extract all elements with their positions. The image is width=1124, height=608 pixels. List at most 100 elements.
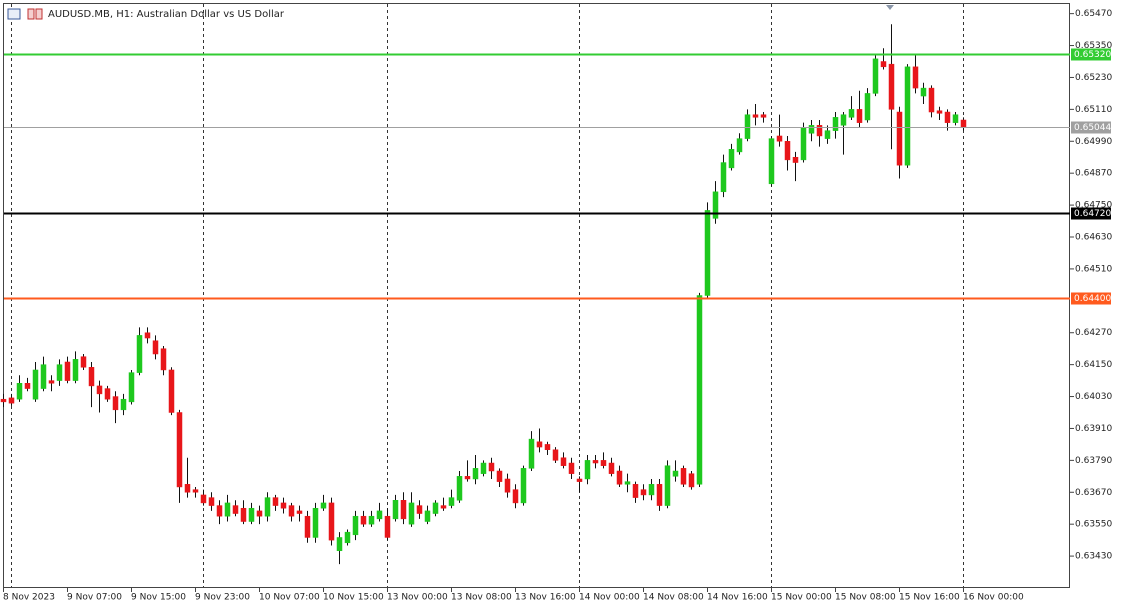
candle [176,409,183,503]
candle-body [864,93,871,121]
x-tick-label: 14 Nov 00:00 [579,593,640,603]
candle [808,120,815,142]
candle-body [168,369,175,413]
candle [832,112,839,139]
candle-body [776,135,783,142]
candle-body [928,87,935,113]
y-tick-label: 0.64150 [1075,360,1112,370]
y-tick-label: 0.64030 [1075,392,1112,402]
candle [48,375,55,392]
candle-body [640,489,647,496]
candle-body [48,380,55,384]
candle [56,359,63,386]
candle [344,529,351,546]
candle-body [840,114,847,126]
candle [792,151,799,182]
candle-body [944,111,951,123]
candle-body [544,444,551,450]
candle [40,356,47,392]
marker [886,5,894,10]
candle-body [160,348,167,371]
candle [640,484,647,501]
candle [464,460,471,482]
candle-body [32,369,39,400]
candle-body [920,87,927,97]
candle [776,114,783,147]
candle-body [600,460,607,466]
candle [864,88,871,123]
candle [320,494,327,511]
candle [304,510,311,543]
candle [424,505,431,525]
candle-body [136,335,143,373]
candle-body [240,507,247,522]
candle-body [440,505,447,509]
candle [904,64,911,168]
candle-body [280,502,287,509]
candle-body [336,537,343,552]
level-label-box [1071,48,1111,61]
candle-body [320,502,327,509]
day-separators [11,4,964,587]
candle-body [464,476,471,480]
candle-body [152,340,159,355]
candle [488,457,495,479]
candle-body [360,515,367,525]
candle-body [72,359,79,381]
candle [392,494,399,522]
x-tick-label: 14 Nov 08:00 [643,593,704,603]
y-tick-label: 0.64870 [1075,169,1112,179]
candle [504,473,511,498]
candle [544,441,551,456]
candle-body [592,460,599,464]
level-label: 0.64400 [1074,294,1111,304]
candle-body [568,462,575,474]
candle-body [880,61,887,68]
candle [728,143,735,171]
candle-body [40,364,47,389]
candle-body [936,110,943,114]
candle [824,125,831,144]
candle [584,455,591,485]
x-tick-label: 9 Nov 15:00 [131,593,186,603]
candle [856,90,863,128]
candle [736,133,743,155]
candle [704,202,711,299]
candle [8,393,15,406]
candle-body [128,372,135,403]
candle [448,489,455,509]
candle [128,369,135,405]
candle [512,484,519,509]
icon [7,8,21,20]
candle-body [672,470,679,477]
candle-body [832,117,839,131]
candle-body [768,138,775,185]
candle-body [520,468,527,504]
candle-body [784,141,791,161]
candle [920,82,927,105]
candle [952,112,959,126]
candle-body [480,462,487,474]
candle [608,457,615,477]
candle-body [656,484,663,506]
candle-body [304,515,311,538]
y-tick-label: 0.63550 [1075,520,1112,530]
candle [800,122,807,163]
candle [888,24,895,150]
candle [848,96,855,120]
candle [216,500,223,525]
candle [432,500,439,517]
candle-body [728,149,735,169]
candle-body [896,111,903,166]
candle [672,460,679,482]
candle [64,356,71,384]
candle-body [264,497,271,517]
candle [784,135,791,171]
candle [256,505,263,525]
candle-body [208,497,215,506]
candle-body [376,510,383,520]
candle [360,510,367,527]
candle-body [488,462,495,472]
